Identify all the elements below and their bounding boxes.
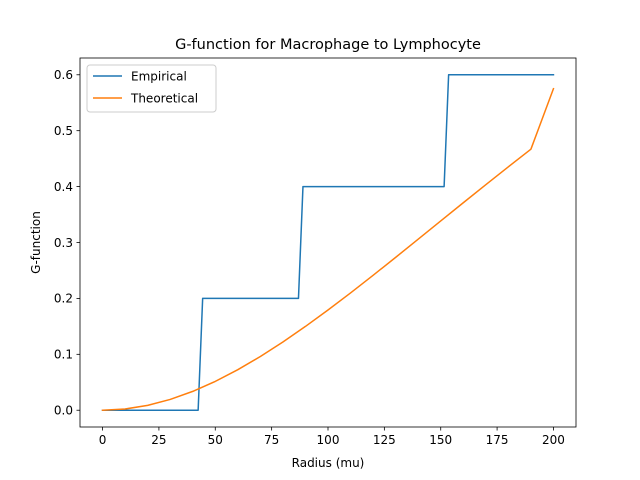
y-tick-label: 0.2 [54,292,73,306]
x-tick-label: 150 [429,433,452,447]
plot-area [101,74,555,412]
x-tick-label: 125 [373,433,396,447]
x-tick-label: 75 [264,433,279,447]
y-tick-label: 0.4 [54,180,73,194]
y-axis-label: G-function [29,211,43,274]
x-tick-label: 50 [208,433,223,447]
y-tick-label: 0.1 [54,348,73,362]
y-tick-label: 0.6 [54,68,73,82]
legend-label-empirical: Empirical [131,69,187,83]
series-line-empirical [101,74,555,411]
legend-label-theoretical: Theoretical [130,91,198,105]
x-tick-label: 25 [151,433,166,447]
x-tick-label: 0 [99,433,107,447]
x-tick-label: 200 [542,433,565,447]
chart-title: G-function for Macrophage to Lymphocyte [175,37,481,53]
y-tick-label: 0.3 [54,236,73,250]
x-tick-label: 100 [317,433,340,447]
y-tick-label: 0.0 [54,404,73,418]
axis-ticks: 0 25 50 75 100 125 150 175 200 0.0 0.1 0.2 0.3 0.4 0.5… [54,68,565,447]
x-axis-label: Radius (mu) [292,456,365,470]
y-tick-label: 0.5 [54,124,73,138]
series-line-theoretical [101,87,555,412]
x-tick-label: 175 [486,433,509,447]
legend: Empirical Theoretical [86,64,217,113]
